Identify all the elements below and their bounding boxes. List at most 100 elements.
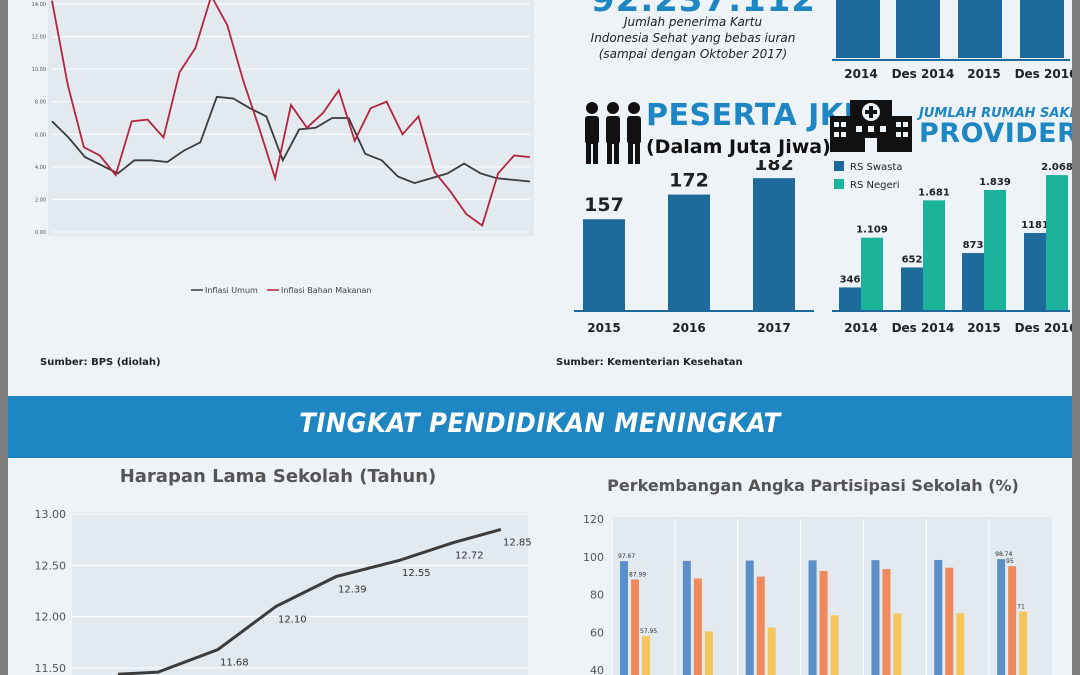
hospital-icon — [830, 100, 912, 152]
rs-bar-value: 1.839 — [979, 177, 1011, 188]
rs-cat-label: 2014 — [844, 321, 877, 335]
inflation-y-tick: 10.00 — [32, 67, 46, 73]
kis-number: 92.237.112 — [591, 0, 821, 18]
hls-y-tick: 13.00 — [35, 508, 67, 521]
jkn-bar-value: 172 — [669, 170, 709, 192]
rs-bar-swasta — [962, 253, 984, 310]
jkn-bar-chart: 157 2015 172 2016 182 2017 — [574, 160, 814, 335]
aps-value-label: 87.99 — [629, 571, 646, 578]
rs-bar-value: 1181 — [1021, 220, 1049, 231]
hospital-bar-chart: RS Swasta RS Negeri 346 1.109 2014 652 1.681 De… — [832, 161, 1072, 335]
top-cat-label: Des 2016 — [1015, 67, 1072, 81]
rs-bar-negeri — [1046, 175, 1068, 310]
aps-bar — [682, 560, 691, 675]
rs-bar-swasta — [901, 267, 923, 310]
rs-cat-label: Des 2014 — [892, 321, 955, 335]
top-cat-label: 2014 — [844, 67, 877, 81]
infographic-page: 14.00 12.00 10.00 8.00 6.00 4.00 2.00 0.00 Infl… — [8, 0, 1072, 675]
inflation-y-tick: 6.00 — [35, 132, 46, 138]
aps-bar — [631, 579, 639, 675]
hls-y-tick: 12.00 — [35, 611, 67, 624]
rs-bar-value: 1.681 — [918, 187, 950, 198]
hospital-title-line1: JUMLAH RUMAH SAKIT — [919, 106, 1072, 121]
inflation-y-tick: 2.00 — [35, 197, 46, 203]
inflation-line-bahan-makanan — [51, 0, 531, 227]
jkn-cat-label: 2016 — [672, 321, 705, 335]
inflation-legend: Inflasi Umum Inflasi Bahan Makanan — [191, 286, 372, 295]
aps-bar — [819, 570, 828, 675]
aps-bar — [745, 560, 754, 675]
hospital-title-line2: PROVIDER JKN — [919, 118, 1072, 149]
inflation-y-tick: 8.00 — [35, 100, 46, 106]
jkn-bar — [753, 178, 795, 310]
hls-point-label: 12.55 — [402, 568, 431, 579]
rs-legend-label: RS Negeri — [850, 180, 900, 191]
hls-y-tick: 12.50 — [35, 559, 67, 572]
top-bar — [958, 0, 1002, 58]
jkn-subtitle: (Dalam Juta Jiwa) — [646, 136, 831, 158]
rs-bar-value: 346 — [840, 274, 861, 285]
jkn-cat-label: 2015 — [587, 321, 620, 335]
jkn-bar — [583, 219, 625, 310]
top-cat-label: Des 2014 — [892, 67, 955, 81]
inflation-y-tick: 12.00 — [32, 35, 46, 41]
aps-y-tick: 80 — [590, 589, 604, 602]
aps-bar — [893, 613, 902, 675]
kis-caption-line: Jumlah penerima Kartu — [623, 15, 763, 29]
rs-bar-swasta — [839, 287, 861, 310]
rs-bar-value: 652 — [902, 254, 923, 265]
inflation-line-umum — [51, 95, 531, 185]
kis-caption-line: Indonesia Sehat yang bebas iuran — [590, 31, 796, 45]
aps-bar — [808, 560, 817, 675]
inflation-y-tick: 14.00 — [32, 2, 46, 8]
rs-legend-label: RS Swasta — [850, 162, 902, 173]
aps-value-label: 57.95 — [640, 628, 657, 635]
aps-bar — [997, 559, 1006, 675]
aps-bar — [642, 636, 650, 675]
hls-point-label: 11.68 — [220, 658, 249, 669]
rs-bar-swasta — [1024, 232, 1046, 310]
rs-cat-label: 2015 — [967, 321, 1000, 335]
hls-y-tick: 11.50 — [35, 662, 67, 675]
rs-cat-label: Des 2016 — [1015, 321, 1072, 335]
top-cat-label: 2015 — [967, 67, 1000, 81]
top-bar — [896, 0, 940, 58]
jkn-bar-value: 157 — [584, 194, 624, 216]
people-icon — [585, 102, 641, 164]
aps-bar — [956, 613, 965, 675]
top-bar — [1020, 0, 1064, 58]
rs-legend-swatch — [834, 161, 844, 171]
hls-title: Harapan Lama Sekolah (Tahun) — [119, 466, 437, 487]
aps-y-tick: 120 — [583, 513, 604, 526]
section-banner: TINGKAT PENDIDIKAN MENINGKAT — [8, 396, 1072, 458]
aps-bar — [620, 561, 628, 675]
aps-bar — [871, 560, 880, 675]
aps-title: Perkembangan Angka Partisipasi Sekolah (… — [607, 476, 1019, 495]
aps-bar — [882, 569, 891, 675]
inflation-plot-area — [48, 0, 534, 236]
kis-caption: Jumlah penerima Kartu Indonesia Sehat ya… — [568, 14, 818, 62]
aps-bar — [945, 567, 954, 675]
hls-point-label: 12.39 — [338, 585, 367, 596]
rs-bar-value: 2.068 — [1041, 162, 1072, 173]
aps-value-label: 97.67 — [618, 553, 635, 560]
inflation-line-chart: 14.00 12.00 10.00 8.00 6.00 4.00 2.00 0.00 Infl… — [32, 0, 534, 368]
aps-y-tick: 60 — [590, 626, 604, 639]
inflation-y-tick: 4.00 — [35, 165, 46, 171]
hls-point-label: 12.72 — [455, 551, 484, 562]
aps-bar — [1008, 566, 1017, 675]
section-title: TINGKAT PENDIDIKAN MENINGKAT — [299, 408, 781, 439]
aps-bar — [767, 627, 776, 675]
jkn-bar — [668, 194, 710, 310]
inflation-source: Sumber: BPS (diolah) — [40, 357, 161, 368]
aps-bar — [934, 559, 943, 675]
aps-y-tick: 100 — [583, 551, 604, 564]
inflation-y-tick: 0.00 — [35, 230, 46, 236]
jkn-bar-value: 182 — [754, 160, 794, 175]
rs-bar-negeri — [923, 200, 945, 310]
aps-bar — [704, 631, 713, 675]
aps-bar — [1019, 611, 1028, 675]
hls-line — [117, 527, 502, 675]
jkn-source: Sumber: Kementerian Kesehatan — [556, 357, 743, 368]
